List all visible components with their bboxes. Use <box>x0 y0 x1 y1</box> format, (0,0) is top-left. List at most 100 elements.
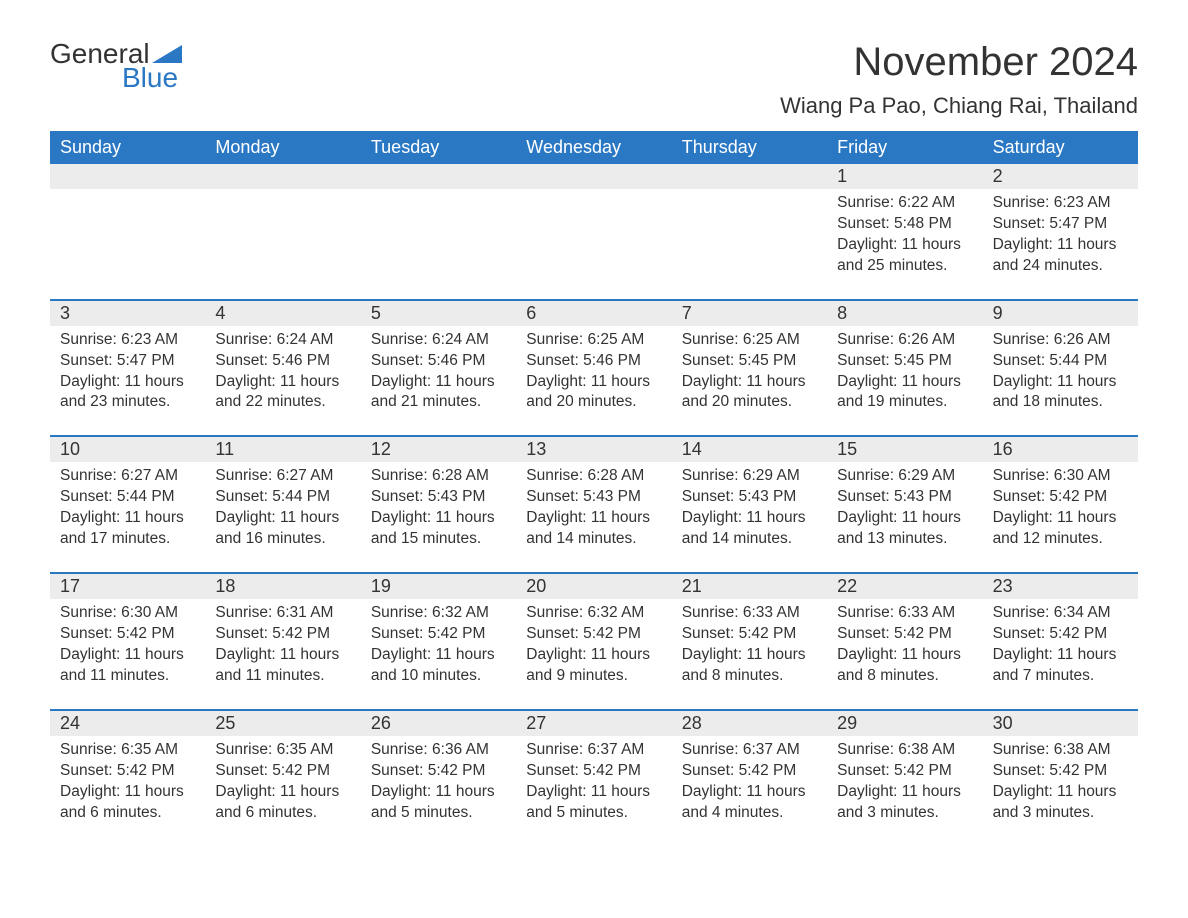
calendar-day-cell: 16 Sunrise: 6:30 AMSunset: 5:42 PMDayligh… <box>983 437 1138 558</box>
daylight-line: Daylight: 11 hours and 13 minutes. <box>837 508 972 550</box>
day-number: 21 <box>672 574 827 599</box>
calendar-week-row: 10Sunrise: 6:27 AMSunset: 5:44 PMDayligh… <box>50 435 1138 558</box>
daylight-line: Daylight: 11 hours and 14 minutes. <box>682 508 817 550</box>
sunrise-line: Sunrise: 6:28 AM <box>371 466 506 487</box>
sunset-line: Sunset: 5:44 PM <box>215 487 350 508</box>
sunrise-line: Sunrise: 6:25 AM <box>526 330 661 351</box>
daylight-line: Daylight: 11 hours and 10 minutes. <box>371 645 506 687</box>
calendar-day-cell: 21Sunrise: 6:33 AMSunset: 5:42 PMDayligh… <box>672 574 827 695</box>
sunset-line: Sunset: 5:42 PM <box>371 761 506 782</box>
sunrise-line: Sunrise: 6:22 AM <box>837 193 972 214</box>
sunrise-line: Sunrise: 6:29 AM <box>837 466 972 487</box>
day-number: 12 <box>361 437 516 462</box>
day-number: 20 <box>516 574 671 599</box>
day-details: Sunrise: 6:26 AMSunset: 5:45 PMDaylight:… <box>837 330 972 414</box>
calendar-day-cell: 17Sunrise: 6:30 AMSunset: 5:42 PMDayligh… <box>50 574 205 695</box>
daylight-line: Daylight: 11 hours and 14 minutes. <box>526 508 661 550</box>
day-details: Sunrise: 6:25 AMSunset: 5:45 PMDaylight:… <box>682 330 817 414</box>
daylight-line: Daylight: 11 hours and 3 minutes. <box>837 782 972 824</box>
day-details: Sunrise: 6:27 AMSunset: 5:44 PMDaylight:… <box>215 466 350 550</box>
sunset-line: Sunset: 5:42 PM <box>993 487 1128 508</box>
sunset-line: Sunset: 5:42 PM <box>371 624 506 645</box>
daylight-line: Daylight: 11 hours and 11 minutes. <box>60 645 195 687</box>
day-details: Sunrise: 6:24 AMSunset: 5:46 PMDaylight:… <box>215 330 350 414</box>
day-details: Sunrise: 6:38 AMSunset: 5:42 PMDaylight:… <box>837 740 972 824</box>
day-number: 2 <box>983 164 1138 189</box>
sunrise-line: Sunrise: 6:27 AM <box>215 466 350 487</box>
calendar-day-cell <box>361 164 516 285</box>
day-details: Sunrise: 6:30 AMSunset: 5:42 PMDaylight:… <box>993 466 1128 550</box>
sunset-line: Sunset: 5:47 PM <box>60 351 195 372</box>
calendar-day-cell: 19Sunrise: 6:32 AMSunset: 5:42 PMDayligh… <box>361 574 516 695</box>
daylight-line: Daylight: 11 hours and 20 minutes. <box>526 372 661 414</box>
day-number: 27 <box>516 711 671 736</box>
day-details: Sunrise: 6:29 AMSunset: 5:43 PMDaylight:… <box>682 466 817 550</box>
dow-cell: Monday <box>205 131 360 164</box>
day-number: 10 <box>50 437 205 462</box>
day-details: Sunrise: 6:23 AMSunset: 5:47 PMDaylight:… <box>993 193 1128 277</box>
daylight-line: Daylight: 11 hours and 23 minutes. <box>60 372 195 414</box>
calendar-day-cell: 12 Sunrise: 6:28 AMSunset: 5:43 PMDayligh… <box>361 437 516 558</box>
calendar-day-cell: 25Sunrise: 6:35 AMSunset: 5:42 PMDayligh… <box>205 711 360 832</box>
day-number: 11 <box>205 437 360 462</box>
calendar-day-cell: 1Sunrise: 6:22 AMSunset: 5:48 PMDaylight… <box>827 164 982 285</box>
calendar-day-cell: 5Sunrise: 6:24 AMSunset: 5:46 PMDaylight… <box>361 301 516 422</box>
daylight-line: Daylight: 11 hours and 22 minutes. <box>215 372 350 414</box>
daylight-line: Daylight: 11 hours and 4 minutes. <box>682 782 817 824</box>
daylight-line: Daylight: 11 hours and 5 minutes. <box>371 782 506 824</box>
sunset-line: Sunset: 5:42 PM <box>526 761 661 782</box>
day-number: 23 <box>983 574 1138 599</box>
calendar-day-cell: 10 Sunrise: 6:27 AMSunset: 5:44 PMDayligh… <box>50 437 205 558</box>
day-details: Sunrise: 6:37 AMSunset: 5:42 PMDaylight:… <box>682 740 817 824</box>
sunset-line: Sunset: 5:42 PM <box>682 761 817 782</box>
daylight-line: Daylight: 11 hours and 12 minutes. <box>993 508 1128 550</box>
day-number: 24 <box>50 711 205 736</box>
day-number: 18 <box>205 574 360 599</box>
day-number: 22 <box>827 574 982 599</box>
sunrise-line: Sunrise: 6:30 AM <box>60 603 195 624</box>
day-details: Sunrise: 6:28 AMSunset: 5:43 PMDaylight:… <box>526 466 661 550</box>
daylight-line: Daylight: 11 hours and 20 minutes. <box>682 372 817 414</box>
daylight-line: Daylight: 11 hours and 18 minutes. <box>993 372 1128 414</box>
day-number: 16 <box>983 437 1138 462</box>
day-number: 15 <box>827 437 982 462</box>
sunrise-line: Sunrise: 6:24 AM <box>371 330 506 351</box>
day-number <box>50 164 205 189</box>
day-number <box>361 164 516 189</box>
calendar-day-cell <box>50 164 205 285</box>
day-number: 7 <box>672 301 827 326</box>
dow-cell: Friday <box>827 131 982 164</box>
day-details: Sunrise: 6:28 AMSunset: 5:43 PMDaylight:… <box>371 466 506 550</box>
dow-cell: Tuesday <box>361 131 516 164</box>
sunrise-line: Sunrise: 6:32 AM <box>526 603 661 624</box>
sunset-line: Sunset: 5:42 PM <box>837 624 972 645</box>
day-details: Sunrise: 6:36 AMSunset: 5:42 PMDaylight:… <box>371 740 506 824</box>
sunrise-line: Sunrise: 6:34 AM <box>993 603 1128 624</box>
sunrise-line: Sunrise: 6:31 AM <box>215 603 350 624</box>
calendar-day-cell <box>205 164 360 285</box>
calendar-day-cell: 23Sunrise: 6:34 AMSunset: 5:42 PMDayligh… <box>983 574 1138 695</box>
sunrise-line: Sunrise: 6:36 AM <box>371 740 506 761</box>
sunrise-line: Sunrise: 6:24 AM <box>215 330 350 351</box>
daylight-line: Daylight: 11 hours and 19 minutes. <box>837 372 972 414</box>
sunset-line: Sunset: 5:46 PM <box>215 351 350 372</box>
sunset-line: Sunset: 5:47 PM <box>993 214 1128 235</box>
sunset-line: Sunset: 5:42 PM <box>837 761 972 782</box>
daylight-line: Daylight: 11 hours and 15 minutes. <box>371 508 506 550</box>
day-number: 28 <box>672 711 827 736</box>
calendar-day-cell: 28 Sunrise: 6:37 AMSunset: 5:42 PMDayligh… <box>672 711 827 832</box>
calendar-day-cell <box>672 164 827 285</box>
day-details: Sunrise: 6:27 AMSunset: 5:44 PMDaylight:… <box>60 466 195 550</box>
sunset-line: Sunset: 5:43 PM <box>837 487 972 508</box>
day-details: Sunrise: 6:30 AMSunset: 5:42 PMDaylight:… <box>60 603 195 687</box>
calendar: SundayMondayTuesdayWednesdayThursdayFrid… <box>50 131 1138 831</box>
logo-word-2: Blue <box>122 64 182 92</box>
day-number: 6 <box>516 301 671 326</box>
dow-cell: Thursday <box>672 131 827 164</box>
day-details: Sunrise: 6:26 AMSunset: 5:44 PMDaylight:… <box>993 330 1128 414</box>
daylight-line: Daylight: 11 hours and 6 minutes. <box>60 782 195 824</box>
calendar-day-cell: 26Sunrise: 6:36 AMSunset: 5:42 PMDayligh… <box>361 711 516 832</box>
day-number: 13 <box>516 437 671 462</box>
sunset-line: Sunset: 5:46 PM <box>526 351 661 372</box>
daylight-line: Daylight: 11 hours and 24 minutes. <box>993 235 1128 277</box>
